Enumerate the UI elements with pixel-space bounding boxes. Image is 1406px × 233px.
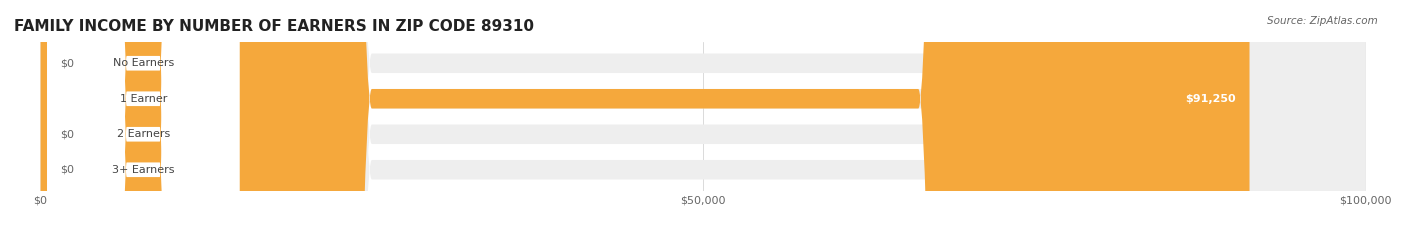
FancyBboxPatch shape (48, 0, 239, 233)
Text: Source: ZipAtlas.com: Source: ZipAtlas.com (1267, 16, 1378, 26)
Text: 3+ Earners: 3+ Earners (112, 165, 174, 175)
Text: $91,250: $91,250 (1185, 94, 1236, 104)
FancyBboxPatch shape (41, 0, 1365, 233)
Text: 1 Earner: 1 Earner (120, 94, 167, 104)
Text: No Earners: No Earners (112, 58, 174, 68)
Text: $0: $0 (60, 129, 75, 139)
FancyBboxPatch shape (48, 0, 239, 233)
FancyBboxPatch shape (41, 0, 1250, 233)
Text: $0: $0 (60, 58, 75, 68)
Text: 2 Earners: 2 Earners (117, 129, 170, 139)
FancyBboxPatch shape (41, 0, 1365, 233)
Text: FAMILY INCOME BY NUMBER OF EARNERS IN ZIP CODE 89310: FAMILY INCOME BY NUMBER OF EARNERS IN ZI… (14, 19, 534, 34)
FancyBboxPatch shape (41, 0, 1365, 233)
FancyBboxPatch shape (48, 0, 239, 233)
FancyBboxPatch shape (41, 0, 1365, 233)
Text: $0: $0 (60, 165, 75, 175)
FancyBboxPatch shape (48, 0, 239, 233)
